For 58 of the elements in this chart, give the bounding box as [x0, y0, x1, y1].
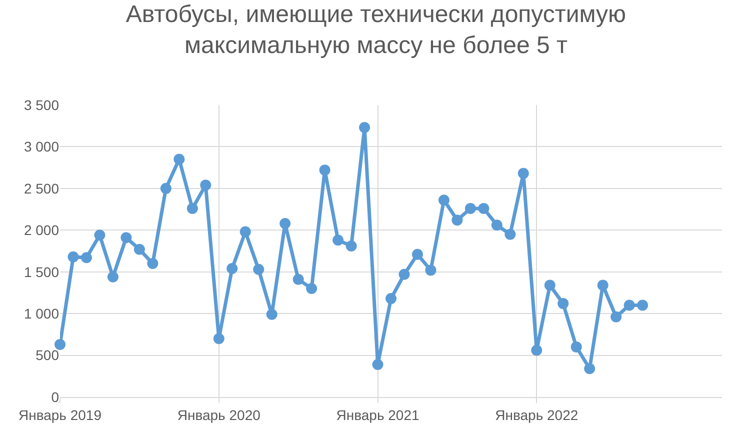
point: [372, 358, 384, 370]
point: [134, 244, 145, 255]
point: [240, 226, 251, 238]
point: [319, 164, 330, 176]
point: [597, 280, 608, 291]
point: [332, 234, 344, 246]
point: [80, 252, 92, 264]
point: [544, 280, 556, 291]
point: [120, 232, 132, 244]
point: [531, 344, 542, 356]
point: [570, 341, 582, 352]
y-tick-label: 3 500: [24, 96, 60, 113]
point: [637, 300, 648, 311]
y-tick-label: 2 000: [24, 222, 60, 238]
point: [226, 263, 238, 274]
point: [412, 248, 423, 260]
point: [306, 283, 318, 294]
point: [518, 168, 529, 179]
point: [558, 298, 569, 310]
point: [266, 308, 278, 320]
point: [107, 271, 118, 282]
point: [464, 202, 476, 214]
point: [292, 274, 304, 285]
point: [624, 300, 635, 311]
point: [186, 202, 198, 214]
point: [94, 230, 106, 241]
point: [174, 154, 185, 165]
y-tick-label: 1 000: [24, 305, 60, 322]
point: [200, 180, 212, 191]
x-tick-label: Январь 2020: [177, 406, 261, 423]
point: [346, 240, 357, 252]
point: [425, 264, 436, 276]
point: [160, 182, 172, 194]
point: [438, 194, 450, 206]
point: [478, 202, 490, 214]
point: [147, 258, 158, 270]
point: [398, 268, 410, 280]
point: [253, 264, 264, 275]
y-tick-label: 1 500: [24, 264, 60, 280]
y-tick-label: 0: [51, 388, 60, 405]
point: [610, 311, 622, 322]
x-tick-label: Январь 2022: [495, 406, 578, 423]
point: [386, 293, 396, 304]
y-tick-label: 500: [36, 347, 60, 364]
point: [280, 218, 291, 229]
x-tick-label: Январь 2019: [18, 406, 102, 423]
point: [504, 228, 516, 240]
point: [584, 363, 596, 374]
point: [359, 122, 370, 134]
chart-title: Автобусы, имеющие технически допустимую максимальную массу не более 5 т: [126, 0, 626, 60]
point: [54, 338, 66, 350]
y-tick-label: 3 000: [24, 138, 60, 155]
y-tick-label: 2 500: [24, 180, 60, 196]
x-tick-label: Январь 2021: [336, 406, 420, 423]
point: [491, 220, 502, 231]
point: [213, 333, 224, 344]
point: [68, 251, 79, 262]
point: [452, 214, 463, 226]
